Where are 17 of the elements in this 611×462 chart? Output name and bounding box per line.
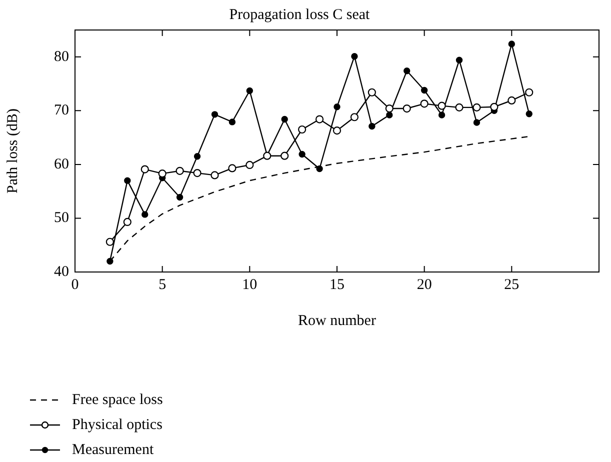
y-tick-label: 50: [54, 210, 69, 226]
y-axis-title: Path loss (dB): [4, 108, 21, 194]
x-tick-label: 15: [330, 276, 344, 293]
y-tick-label: 70: [54, 102, 69, 119]
x-tick-label: 25: [504, 276, 520, 293]
legend-label: Physical optics: [72, 416, 163, 433]
legend-label: Free space loss: [72, 392, 163, 408]
x-tick-label: 0: [71, 276, 79, 293]
chart-title: Propagation loss C seat: [229, 6, 371, 23]
y-tick-label: 40: [54, 264, 69, 280]
x-tick-label: 5: [158, 276, 166, 293]
y-tick-label: 80: [54, 48, 69, 65]
legend-label: Measurement: [72, 442, 154, 458]
x-axis-title: Row number: [298, 312, 376, 329]
x-tick-label: 20: [416, 276, 432, 293]
x-tick-label: 10: [242, 276, 258, 293]
y-tick-label: 60: [54, 156, 69, 172]
